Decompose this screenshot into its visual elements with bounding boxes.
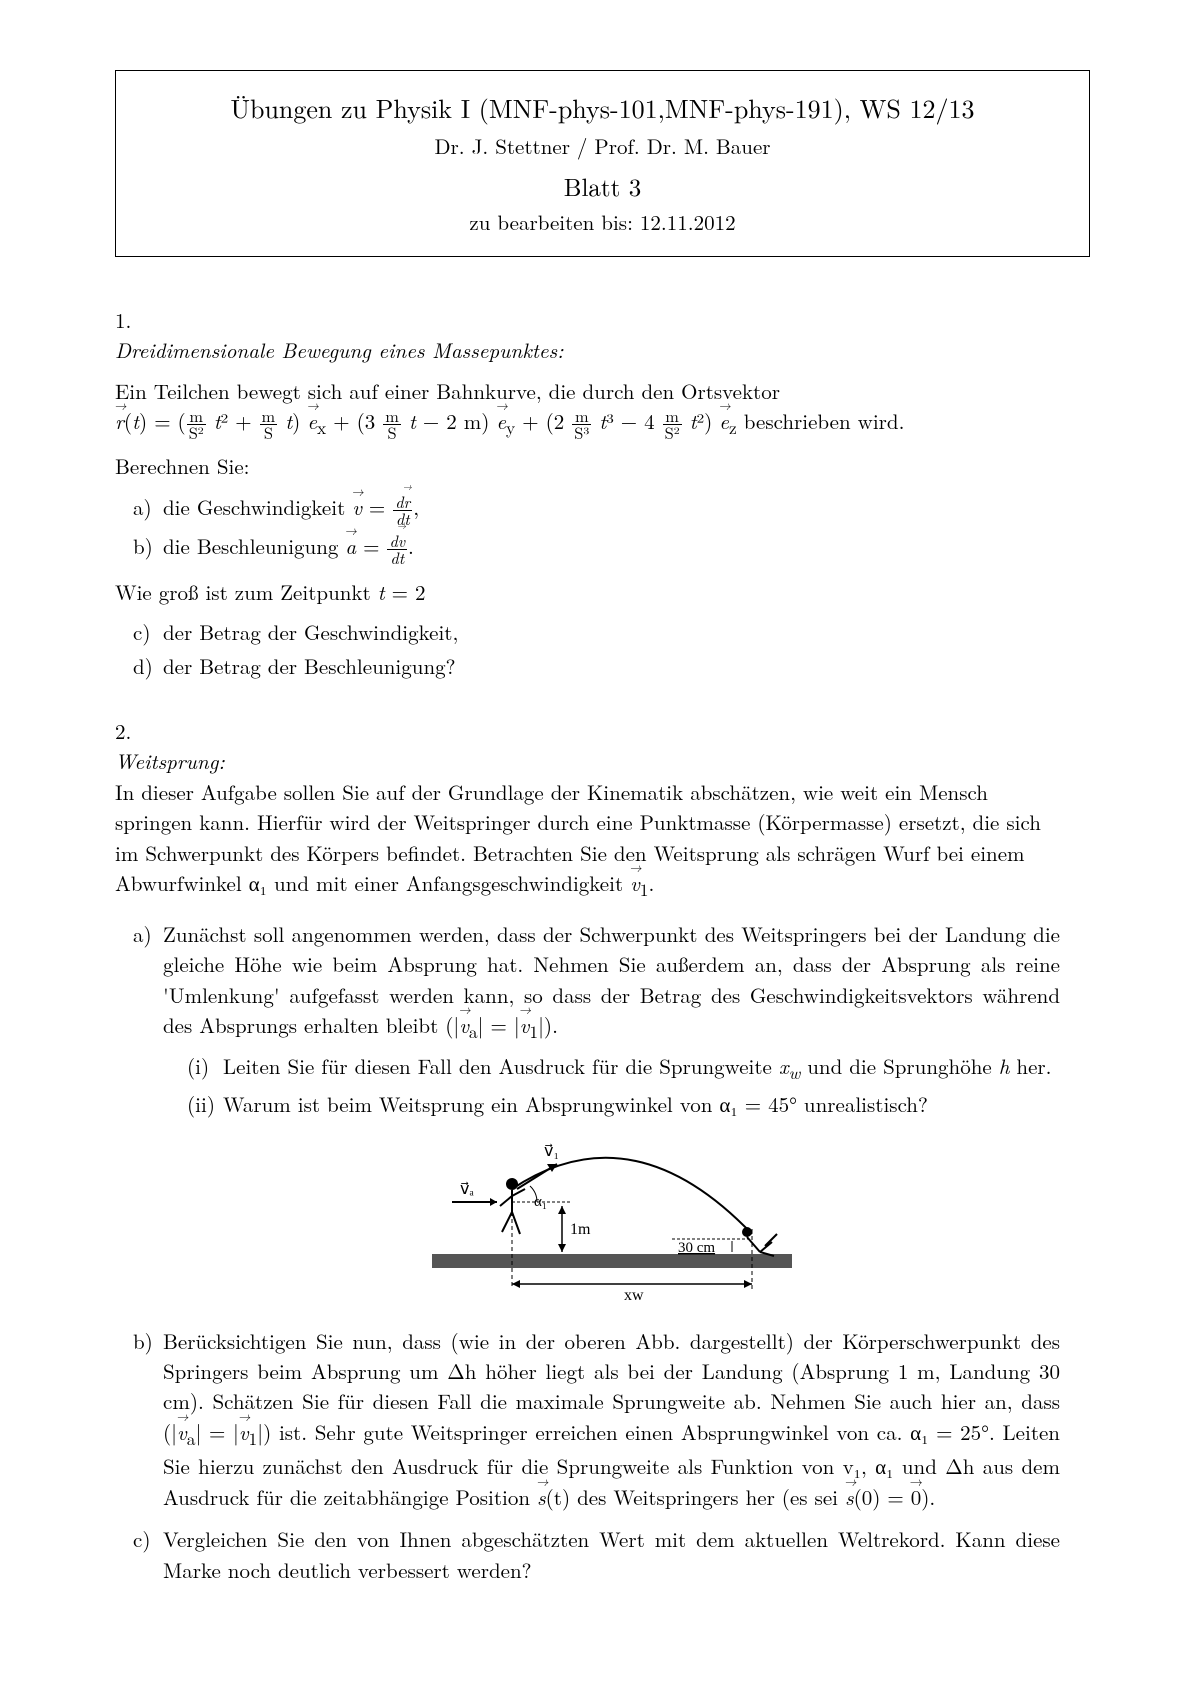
- problem-title: Dreidimensionale Bewegung eines Massepun…: [115, 335, 564, 365]
- equation-r: r(t) = (mS² t² + mS t) ex + (3 mS t − 2 …: [115, 406, 737, 436]
- svg-text:1m: 1m: [570, 1221, 591, 1238]
- time-question: Wie groß ist zum Zeitpunkt t = 2: [115, 577, 1060, 607]
- sheet-number: Blatt 3: [146, 169, 1059, 205]
- intro-text: Ein Teilchen bewegt sich auf einer Bahnk…: [115, 376, 1060, 442]
- subsublist: (i) Leiten Sie für diesen Fall den Ausdr…: [187, 1051, 1060, 1120]
- sublist-ab: a) die Geschwindigkeit v = drdt, b) die …: [133, 492, 1060, 567]
- item-ii: (ii) Warum ist beim Weitsprung ein Abspr…: [187, 1089, 1060, 1119]
- problem-title: Weitsprung:: [115, 746, 225, 776]
- item-2a: a) Zunächst soll angenommen werden, dass…: [133, 919, 1060, 1322]
- item-i: (i) Leiten Sie für diesen Fall den Ausdr…: [187, 1051, 1060, 1086]
- problem-2: 2. Weitsprung: In dieser Aufgabe sollen …: [115, 716, 1090, 1591]
- compute-label: Berechnen Sie:: [115, 451, 1060, 481]
- page: Übungen zu Physik I (MNF-phys-101,MNF-ph…: [0, 0, 1200, 1697]
- authors: Dr. J. Stettner / Prof. Dr. M. Bauer: [146, 131, 1059, 161]
- trajectory-diagram: v⃗ₐ v⃗₁ α₁: [163, 1134, 1060, 1304]
- svg-text:v⃗ₐ: v⃗ₐ: [460, 1181, 474, 1198]
- item-d: d) der Betrag der Beschleunigung?: [133, 651, 1060, 681]
- item-c: c) der Betrag der Geschwindigkeit,: [133, 617, 1060, 647]
- problem-body: Dreidimensionale Bewegung eines Massepun…: [115, 335, 1060, 688]
- svg-text:30 cm: 30 cm: [678, 1240, 715, 1256]
- sublist-2: a) Zunächst soll angenommen werden, dass…: [133, 919, 1060, 1586]
- header-box: Übungen zu Physik I (MNF-phys-101,MNF-ph…: [115, 70, 1090, 257]
- problem-body: Weitsprung: In dieser Aufgabe sollen Sie…: [115, 746, 1060, 1591]
- item-b: b) die Beschleunigung a = dvdt.: [133, 531, 1060, 566]
- svg-text:v⃗₁: v⃗₁: [544, 1143, 559, 1160]
- item-2c: c) Vergleichen Sie den von Ihnen abgesch…: [133, 1524, 1060, 1585]
- item-2b: b) Berücksichtigen Sie nun, dass (wie in…: [133, 1326, 1060, 1513]
- problem-number: 1.: [115, 305, 141, 335]
- problem-1: 1. Dreidimensionale Bewegung eines Masse…: [115, 305, 1090, 688]
- svg-text:xw: xw: [624, 1287, 644, 1304]
- sublist-cd: c) der Betrag der Geschwindigkeit, d) de…: [133, 617, 1060, 682]
- course-title: Übungen zu Physik I (MNF-phys-101,MNF-ph…: [146, 89, 1059, 127]
- item-a: a) die Geschwindigkeit v = drdt,: [133, 492, 1060, 527]
- intro-text: In dieser Aufgabe sollen Sie auf der Gru…: [115, 777, 1041, 898]
- problem-number: 2.: [115, 716, 141, 746]
- svg-text:α₁: α₁: [534, 1194, 547, 1210]
- due-date: zu bearbeiten bis: 12.11.2012: [146, 207, 1059, 237]
